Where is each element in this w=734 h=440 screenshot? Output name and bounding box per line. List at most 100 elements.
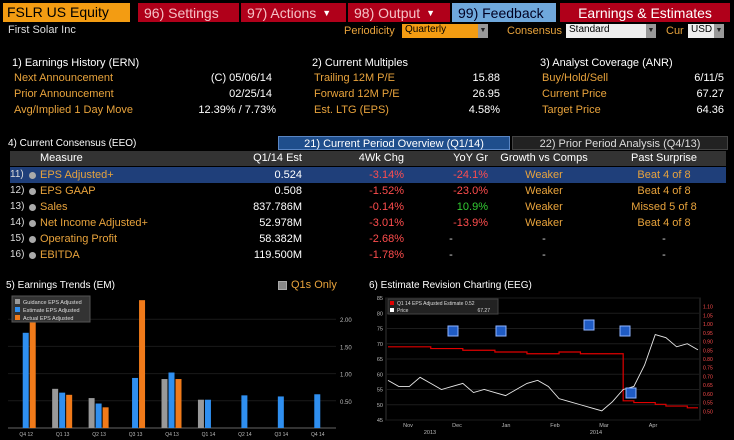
earnings-trends-title[interactable]: 5) Earnings Trends (EM) — [6, 280, 115, 291]
table-row[interactable]: 15) Operating Profit 58.382M -2.68% - - - — [10, 231, 726, 247]
event-marker-icon — [447, 325, 459, 337]
subline: First Solar Inc Periodicity Quarterly ▼ … — [0, 23, 734, 39]
chevron-down-icon: ▼ — [646, 24, 656, 38]
bar-estimate-eps-adjusted — [95, 403, 102, 428]
bar-estimate-eps-adjusted — [59, 392, 66, 428]
output-button[interactable]: 98) Output ▼ — [348, 3, 450, 22]
row-radio-icon[interactable] — [29, 236, 36, 243]
x-tick-label: Dec — [452, 423, 462, 429]
row-growth: Weaker — [525, 217, 563, 229]
right-y-tick-label: 0.80 — [703, 357, 713, 363]
bar-guidance-eps-adjusted — [88, 398, 95, 428]
forward-pe-label: Forward 12M P/E — [314, 88, 400, 100]
consensus-title[interactable]: 4) Current Consensus (EEO) — [8, 138, 137, 149]
analyst-coverage-title[interactable]: 3) Analyst Coverage (ANR) — [540, 57, 673, 69]
avg-move-value: 12.39% / 7.73% — [198, 104, 276, 116]
bar-actual-eps-adjusted — [102, 407, 109, 428]
x-tick-label: Q4 14 — [311, 432, 325, 438]
row-yoy: -23.0% — [453, 185, 488, 197]
year-label: 2014 — [590, 430, 602, 436]
table-row[interactable]: 11) EPS Adjusted+ 0.524 -3.14% -24.1% Weaker B… — [10, 167, 726, 183]
row-radio-icon[interactable] — [29, 188, 36, 195]
tab-current-period[interactable]: 21) Current Period Overview (Q1/14) — [278, 136, 510, 150]
avg-move-label: Avg/Implied 1 Day Move — [14, 104, 134, 116]
table-row[interactable]: 14) Net Income Adjusted+ 52.978M -3.01% -13.… — [10, 215, 726, 231]
row-growth: Weaker — [525, 169, 563, 181]
row-measure: Sales — [40, 201, 68, 213]
settings-button[interactable]: 96) Settings — [138, 3, 239, 22]
row-growth: Weaker — [525, 185, 563, 197]
earnings-trends-chart: 2.00 1.50 1.00 0.50 Q4 12 Q1 13 Q2 13 Q3 13 Q4 1… — [8, 295, 352, 438]
x-tick-label: Q2 13 — [92, 432, 106, 438]
row-number: 14) — [10, 217, 25, 228]
x-tick-label: Q1 14 — [202, 432, 216, 438]
est-ltg-label: Est. LTG (EPS) — [314, 104, 389, 116]
row-measure: Operating Profit — [40, 233, 118, 245]
y-tick-label: 0.50 — [340, 400, 352, 406]
bar-actual-eps-adjusted — [29, 318, 36, 428]
currency-select[interactable]: USD ▼ — [688, 24, 724, 38]
chevron-down-icon: ▼ — [478, 24, 488, 38]
x-tick-label: Mar — [599, 423, 609, 429]
buy-hold-sell-value: 6/11/5 — [694, 72, 724, 84]
periodicity-select[interactable]: Quarterly ▼ — [402, 24, 488, 38]
feedback-button[interactable]: 99) Feedback — [452, 3, 556, 22]
table-header: Measure Q1/14 Est 4Wk Chg YoY Gr Growth … — [10, 151, 726, 166]
bar-guidance-eps-adjusted — [161, 379, 168, 428]
q1s-only-checkbox[interactable] — [278, 281, 287, 290]
bar-estimate-eps-adjusted — [132, 377, 139, 428]
ticker-input[interactable]: FSLR US Equity — [3, 3, 130, 22]
right-y-tick-label: 0.95 — [703, 331, 713, 337]
bar-estimate-eps-adjusted — [314, 394, 321, 428]
cur-label: Cur — [666, 25, 684, 37]
forward-pe-value: 26.95 — [472, 88, 500, 100]
legend-label-estimate: Q1 14 EPS Adjusted Estimate 0.52 — [397, 301, 475, 307]
row-growth: - — [542, 233, 546, 245]
left-y-tick-label: 70 — [377, 342, 383, 348]
x-tick-label: Nov — [403, 423, 413, 429]
left-y-tick-label: 60 — [377, 372, 383, 378]
legend-swatch-price — [390, 308, 394, 312]
legend-value-price: 67.27 — [477, 308, 490, 314]
earnings-history-title[interactable]: 1) Earnings History (ERN) — [12, 57, 140, 69]
x-tick-label: Q2 14 — [238, 432, 252, 438]
year-label: 2013 — [424, 430, 436, 436]
bar-actual-eps-adjusted — [175, 379, 182, 428]
bar-estimate-eps-adjusted — [22, 332, 29, 428]
legend-box — [387, 298, 499, 315]
row-radio-icon[interactable] — [29, 204, 36, 211]
x-tick-label: Q3 14 — [275, 432, 289, 438]
legend-swatch — [15, 307, 20, 312]
row-radio-icon[interactable] — [29, 172, 36, 179]
table-row[interactable]: 16) EBITDA 119.500M -1.78% - - - — [10, 247, 726, 263]
feedback-label: 99) Feedback — [458, 4, 544, 21]
table-row[interactable]: 12) EPS GAAP 0.508 -1.52% -23.0% Weaker Beat 4… — [10, 183, 726, 199]
buy-hold-sell-label: Buy/Hold/Sell — [542, 72, 609, 84]
row-surprise: Beat 4 of 8 — [637, 169, 691, 181]
table-row[interactable]: 13) Sales 837.786M -0.14% 10.9% Weaker Missed … — [10, 199, 726, 215]
row-yoy: - — [449, 233, 453, 245]
col-surprise: Past Surprise — [630, 152, 698, 164]
col-4wk-chg: 4Wk Chg — [358, 152, 404, 164]
chevron-down-icon: ▼ — [322, 7, 332, 18]
row-measure: EPS GAAP — [40, 185, 96, 197]
tab-prior-period[interactable]: 22) Prior Period Analysis (Q4/13) — [512, 136, 728, 150]
right-y-tick-label: 0.60 — [703, 392, 713, 398]
revision-title[interactable]: 6) Estimate Revision Charting (EEG) — [369, 280, 532, 291]
consensus-select[interactable]: Standard ▼ — [566, 24, 656, 38]
actions-button[interactable]: 97) Actions ▼ — [241, 3, 346, 22]
right-y-tick-label: 0.70 — [703, 374, 713, 380]
row-4wk-chg: -3.14% — [369, 169, 404, 181]
right-y-tick-label: 0.55 — [703, 401, 713, 407]
row-number: 12) — [10, 185, 25, 196]
col-est: Q1/14 Est — [253, 152, 302, 164]
row-radio-icon[interactable] — [29, 252, 36, 259]
row-radio-icon[interactable] — [29, 220, 36, 227]
row-number: 16) — [10, 249, 25, 260]
series-line-price — [387, 334, 699, 412]
row-estimate: 119.500M — [253, 249, 302, 261]
row-number: 13) — [10, 201, 25, 212]
q1s-only-label: Q1s Only — [291, 279, 337, 291]
row-measure: EPS Adjusted+ — [40, 169, 114, 181]
right-y-tick-label: 0.85 — [703, 348, 713, 354]
